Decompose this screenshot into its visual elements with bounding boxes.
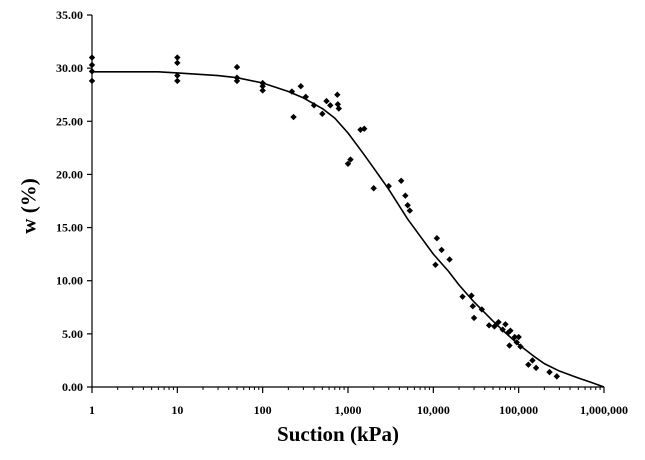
- data-point: [502, 321, 509, 328]
- data-point: [302, 93, 309, 101]
- data-point: [468, 292, 475, 299]
- x-axis-ticks: 1 10 100 1,000 10,000 100,000 1,000,000: [89, 387, 628, 417]
- data-point: [485, 322, 493, 329]
- axes: [91, 15, 604, 388]
- data-point: [385, 182, 392, 190]
- data-points-layer: [88, 54, 561, 380]
- data-point: [438, 246, 445, 254]
- data-point: [446, 256, 453, 263]
- x-tick-label: 1,000: [335, 403, 362, 417]
- data-point: [319, 110, 326, 118]
- data-point: [506, 342, 513, 349]
- data-point: [402, 192, 409, 199]
- data-point: [88, 54, 96, 61]
- data-point: [174, 59, 181, 67]
- data-point: [433, 235, 441, 242]
- data-point: [335, 105, 342, 112]
- data-point: [513, 339, 520, 346]
- data-point: [495, 318, 502, 326]
- data-point: [297, 83, 305, 90]
- data-point: [397, 177, 405, 185]
- data-point: [323, 97, 330, 105]
- data-point: [525, 361, 532, 368]
- data-point: [370, 185, 377, 192]
- y-tick-label: 20.00: [56, 167, 83, 181]
- data-point: [470, 314, 478, 322]
- data-point: [344, 160, 352, 167]
- data-point: [290, 113, 297, 121]
- data-point: [515, 333, 522, 341]
- data-point: [478, 306, 486, 313]
- data-point: [546, 368, 553, 376]
- data-point: [517, 343, 524, 350]
- data-point: [327, 102, 334, 109]
- data-point: [459, 293, 466, 300]
- y-axis-title: w (%): [16, 178, 40, 233]
- data-point: [404, 202, 411, 209]
- data-point: [499, 326, 506, 333]
- y-axis-ticks: 0.00 5.00 10.00 15.00 20.00 25.00 30.00 35.00: [56, 8, 92, 394]
- y-tick-label: 35.00: [56, 8, 83, 22]
- data-point: [174, 77, 181, 85]
- y-tick-label: 5.00: [62, 327, 83, 341]
- data-point: [259, 83, 266, 90]
- x-tick-label: 10,000: [417, 403, 450, 417]
- data-point: [334, 91, 341, 98]
- y-tick-label: 25.00: [56, 114, 83, 128]
- data-point: [259, 87, 266, 94]
- data-point: [88, 77, 96, 85]
- data-point: [432, 261, 439, 268]
- data-point: [88, 68, 96, 75]
- data-point: [334, 101, 342, 108]
- data-point: [553, 373, 561, 380]
- x-tick-label: 1: [89, 403, 95, 417]
- data-point: [507, 327, 514, 334]
- y-tick-label: 0.00: [62, 380, 83, 394]
- y-tick-label: 30.00: [56, 61, 83, 75]
- data-point: [310, 102, 318, 109]
- data-point: [174, 72, 181, 79]
- data-point: [529, 357, 536, 364]
- data-point: [174, 54, 181, 61]
- x-tick-label: 1,000,000: [580, 403, 628, 417]
- data-point: [233, 63, 241, 71]
- x-axis-title: Suction (kPa): [277, 422, 399, 446]
- data-point: [361, 125, 368, 132]
- data-point: [511, 333, 518, 341]
- fitted-curve: [92, 71, 605, 388]
- y-tick-label: 15.00: [56, 221, 83, 235]
- data-point: [88, 61, 96, 69]
- x-tick-label: 100,000: [499, 403, 538, 417]
- data-point: [491, 323, 498, 330]
- x-tick-label: 10: [171, 403, 183, 417]
- data-point: [233, 77, 241, 85]
- data-point: [469, 303, 476, 310]
- y-tick-label: 10.00: [56, 274, 83, 288]
- x-tick-label: 100: [254, 403, 272, 417]
- data-point: [532, 364, 540, 372]
- data-point: [288, 88, 296, 95]
- fitted-curve-layer: [92, 71, 605, 388]
- data-point: [406, 207, 414, 214]
- data-point: [347, 156, 354, 163]
